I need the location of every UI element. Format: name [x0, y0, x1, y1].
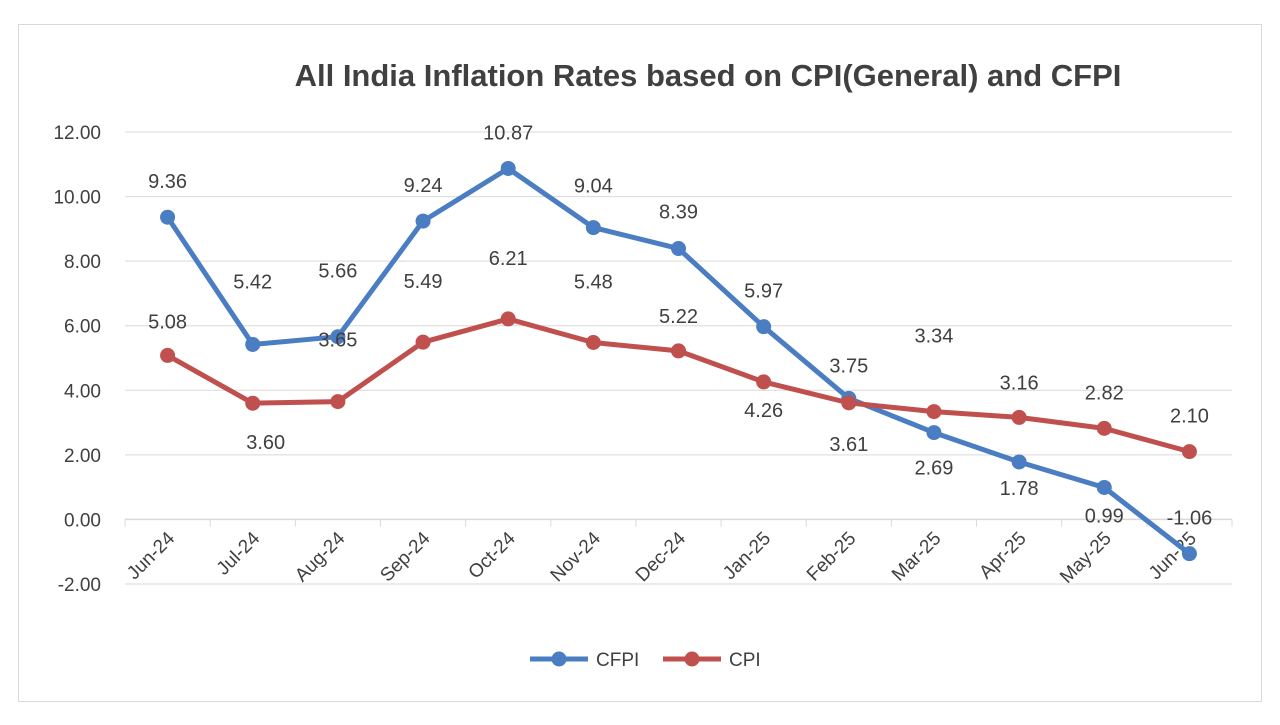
cpi-data-point	[330, 394, 346, 410]
cfpi-data-point	[415, 213, 431, 229]
cfpi-data-point	[500, 160, 516, 176]
cpi-data-point	[245, 395, 261, 411]
cfpi-data-point	[756, 319, 772, 335]
cfpi-data-label: 5.97	[744, 281, 783, 303]
cfpi-data-point	[245, 336, 261, 352]
cfpi-data-point	[1011, 454, 1027, 470]
y-tick-label: -2.00	[58, 575, 101, 596]
y-tick-label: 2.00	[64, 446, 101, 467]
cfpi-data-label: -1.06	[1167, 508, 1213, 530]
cpi-data-point	[1096, 420, 1112, 436]
legend-cpi-label: CPI	[729, 650, 761, 671]
cpi-data-label: 6.21	[489, 248, 528, 270]
chart-title: All India Inflation Rates based on CPI(G…	[295, 58, 1122, 93]
cpi-data-point	[671, 343, 686, 359]
y-tick-label: 4.00	[64, 381, 101, 402]
cfpi-data-label: 0.99	[1085, 505, 1124, 527]
chart-border	[18, 24, 1262, 702]
cpi-data-point	[756, 374, 772, 390]
cfpi-data-label: 5.42	[233, 271, 272, 293]
cpi-data-label: 2.10	[1170, 406, 1209, 428]
cpi-data-label: 5.49	[404, 271, 443, 293]
cfpi-data-label: 8.39	[659, 202, 698, 224]
cpi-data-label: 3.60	[246, 432, 285, 454]
y-tick-label: 12.00	[53, 123, 101, 144]
cpi-data-label: 5.22	[659, 306, 698, 328]
cpi-data-label: 5.48	[574, 272, 613, 294]
cfpi-data-label: 1.78	[1000, 478, 1039, 500]
cfpi-data-label: 3.75	[829, 355, 868, 377]
legend-cfpi-marker	[551, 651, 567, 667]
cfpi-data-point	[330, 329, 346, 345]
cpi-data-label: 5.08	[148, 311, 187, 333]
cpi-data-label: 3.65	[318, 330, 357, 352]
cpi-data-point	[1181, 444, 1197, 460]
cfpi-data-label: 9.36	[148, 171, 187, 193]
cfpi-data-point	[926, 425, 942, 441]
cfpi-data-point	[160, 209, 176, 225]
y-tick-label: 8.00	[64, 252, 101, 273]
cfpi-data-point	[1096, 479, 1112, 495]
cpi-data-point	[415, 334, 431, 350]
legend-cfpi-label: CFPI	[596, 650, 639, 671]
cpi-data-point	[926, 404, 942, 420]
cfpi-data-label: 9.24	[404, 175, 443, 197]
cpi-data-point	[841, 395, 857, 411]
cpi-data-point	[160, 347, 176, 363]
cpi-data-label: 3.34	[914, 326, 953, 348]
cpi-data-label: 3.16	[1000, 372, 1039, 394]
cfpi-data-label: 2.69	[914, 458, 953, 480]
cfpi-data-point	[585, 220, 601, 236]
legend-cpi-marker	[684, 651, 700, 667]
y-tick-label: 0.00	[64, 510, 101, 531]
cfpi-data-label: 5.66	[318, 261, 357, 283]
cpi-data-point	[1011, 409, 1027, 425]
cpi-data-label: 4.26	[744, 400, 783, 422]
y-tick-label: 6.00	[64, 317, 101, 338]
cpi-data-label: 3.61	[829, 434, 868, 456]
cfpi-data-point	[671, 241, 686, 257]
y-tick-label: 10.00	[53, 188, 101, 209]
cpi-data-point	[500, 311, 516, 327]
cpi-data-point	[585, 335, 601, 351]
cfpi-data-point	[1181, 546, 1197, 562]
cfpi-data-label: 9.04	[574, 176, 613, 198]
cfpi-data-label: 10.87	[483, 122, 533, 144]
cpi-data-label: 2.82	[1085, 382, 1124, 404]
